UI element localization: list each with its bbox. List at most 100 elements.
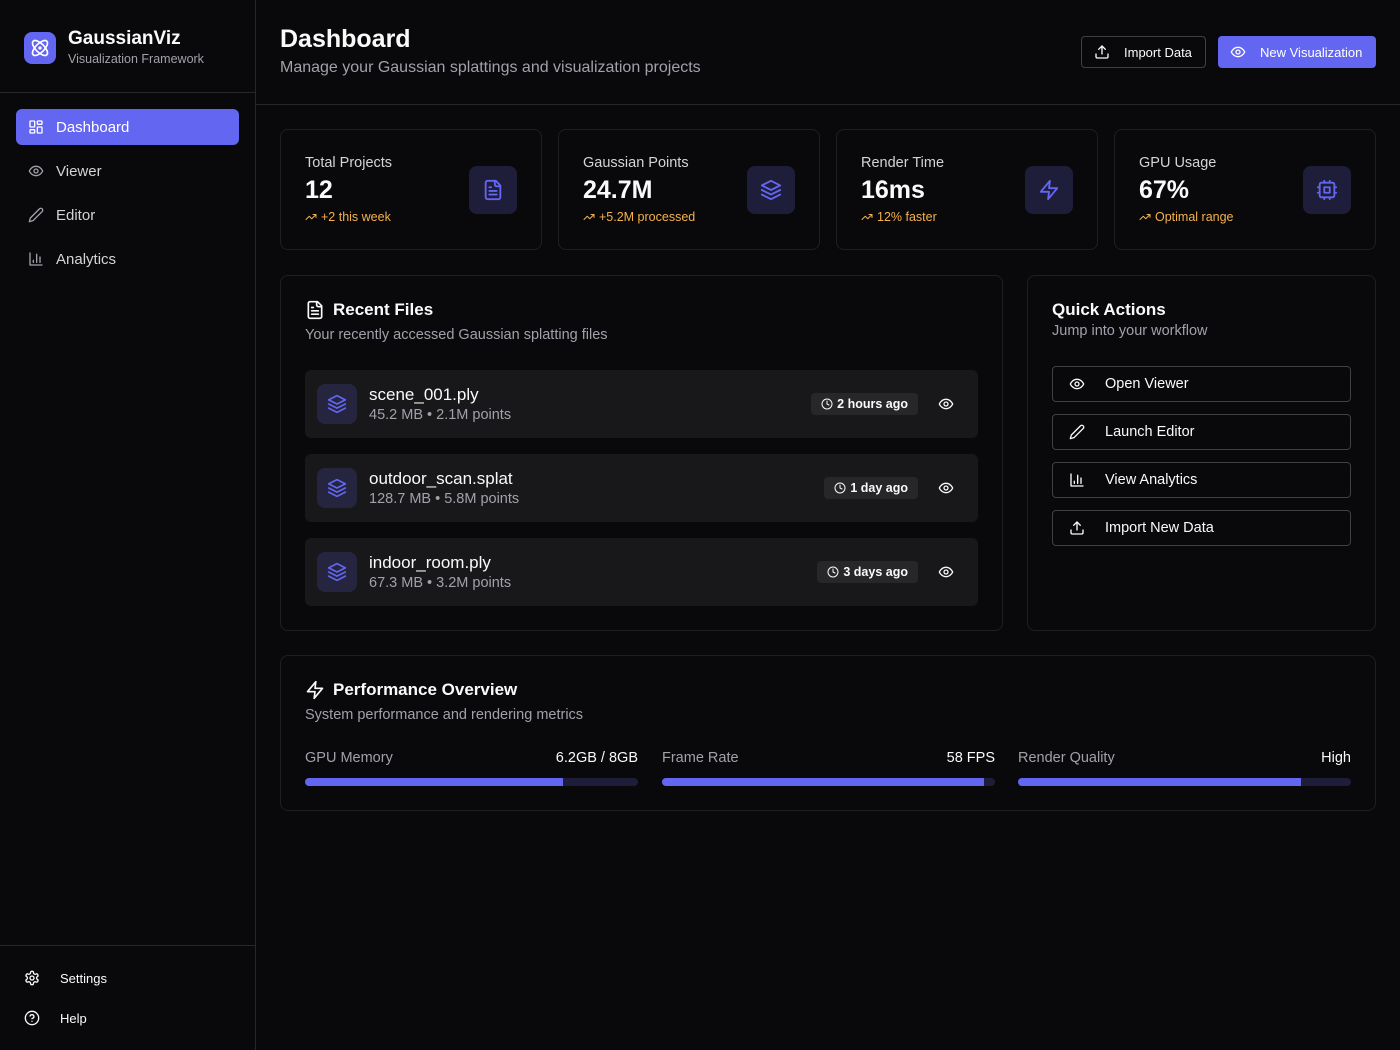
metric-label: Render Quality bbox=[1018, 750, 1115, 766]
sidebar-item-label: Viewer bbox=[56, 162, 102, 180]
time-badge-text: 1 day ago bbox=[850, 481, 908, 495]
progress-fill bbox=[305, 778, 564, 786]
brand-name: GaussianViz bbox=[68, 28, 181, 49]
settings-label: Settings bbox=[60, 970, 107, 986]
upload-icon bbox=[1094, 44, 1110, 60]
brand-subtitle: Visualization Framework bbox=[68, 52, 204, 66]
sidebar: GaussianViz Visualization Framework Dash… bbox=[0, 0, 256, 1050]
stat-value: 12 bbox=[305, 176, 333, 204]
file-meta: 45.2 MB • 2.1M points bbox=[369, 407, 512, 423]
progress-track bbox=[1018, 778, 1351, 786]
metric-value: 58 FPS bbox=[946, 750, 995, 766]
eye-icon bbox=[1230, 44, 1246, 60]
sidebar-divider bbox=[0, 945, 255, 946]
performance-title: Performance Overview bbox=[305, 680, 517, 700]
trending-up-icon bbox=[861, 211, 873, 223]
time-badge-text: 3 days ago bbox=[843, 565, 908, 579]
file-name: outdoor_scan.splat bbox=[369, 469, 513, 488]
sidebar-item-label: Analytics bbox=[56, 250, 117, 268]
progress-fill bbox=[662, 778, 984, 786]
layers-icon bbox=[317, 384, 357, 424]
stat-trend-text: +5.2M processed bbox=[599, 210, 696, 224]
view-file-button[interactable] bbox=[936, 562, 956, 582]
view-file-button[interactable] bbox=[936, 394, 956, 414]
metric-label: Frame Rate bbox=[662, 750, 739, 766]
view-file-button[interactable] bbox=[936, 478, 956, 498]
layers-icon bbox=[317, 468, 357, 508]
performance-title-text: Performance Overview bbox=[333, 680, 518, 699]
gear-icon bbox=[24, 970, 40, 986]
time-badge: 2 hours ago bbox=[811, 393, 918, 415]
launch-editor-label: Launch Editor bbox=[1105, 424, 1195, 440]
eye-icon bbox=[938, 396, 954, 412]
new-visualization-label: New Visualization bbox=[1260, 44, 1363, 60]
performance-panel: Performance Overview System performance … bbox=[280, 655, 1376, 811]
time-badge: 1 day ago bbox=[824, 477, 918, 499]
recent-files-panel: Recent Files Your recently accessed Gaus… bbox=[280, 275, 1003, 631]
file-text-icon bbox=[469, 166, 517, 214]
stat-card-total-projects: Total Projects 12 +2 this week bbox=[280, 129, 542, 250]
help-label: Help bbox=[60, 1010, 87, 1026]
cpu-icon bbox=[1303, 166, 1351, 214]
open-viewer-label: Open Viewer bbox=[1105, 376, 1189, 392]
metric-value: High bbox=[1321, 750, 1351, 766]
sidebar-item-label: Dashboard bbox=[56, 118, 130, 136]
trending-up-icon bbox=[1139, 211, 1151, 223]
view-analytics-button[interactable]: View Analytics bbox=[1052, 462, 1351, 498]
sidebar-item-analytics[interactable]: Analytics bbox=[16, 241, 239, 277]
dashboard-grid-icon bbox=[28, 119, 44, 135]
quick-actions-title: Quick Actions bbox=[1052, 300, 1166, 319]
stat-card-gaussian-points: Gaussian Points 24.7M +5.2M processed bbox=[558, 129, 820, 250]
import-data-label: Import Data bbox=[1124, 44, 1192, 60]
view-analytics-label: View Analytics bbox=[1105, 472, 1198, 488]
stat-card-gpu-usage: GPU Usage 67% Optimal range bbox=[1114, 129, 1376, 250]
sidebar-nav: Dashboard Viewer Editor Analytics bbox=[16, 109, 239, 285]
import-new-data-button[interactable]: Import New Data bbox=[1052, 510, 1351, 546]
stat-trend: 12% faster bbox=[861, 210, 937, 224]
sidebar-item-viewer[interactable]: Viewer bbox=[16, 153, 239, 189]
pencil-icon bbox=[28, 207, 44, 223]
progress-fill bbox=[1018, 778, 1302, 786]
recent-files-subtitle: Your recently accessed Gaussian splattin… bbox=[305, 327, 608, 343]
page-header: Dashboard Manage your Gaussian splatting… bbox=[256, 0, 1400, 105]
quick-actions-panel: Quick Actions Jump into your workflow Op… bbox=[1027, 275, 1376, 631]
clock-icon bbox=[821, 398, 833, 410]
atom-logo-icon bbox=[24, 32, 56, 64]
stat-value: 24.7M bbox=[583, 176, 653, 204]
import-data-button[interactable]: Import Data bbox=[1081, 36, 1206, 68]
clock-icon bbox=[827, 566, 839, 578]
pencil-icon bbox=[1069, 424, 1085, 440]
settings-link[interactable]: Settings bbox=[24, 962, 107, 994]
file-name: indoor_room.ply bbox=[369, 553, 491, 572]
lightning-icon bbox=[305, 680, 325, 700]
layers-icon bbox=[747, 166, 795, 214]
new-visualization-button[interactable]: New Visualization bbox=[1218, 36, 1376, 68]
quick-actions-subtitle: Jump into your workflow bbox=[1052, 323, 1208, 339]
stat-trend: +2 this week bbox=[305, 210, 391, 224]
open-viewer-button[interactable]: Open Viewer bbox=[1052, 366, 1351, 402]
metric-label: GPU Memory bbox=[305, 750, 393, 766]
eye-icon bbox=[28, 163, 44, 179]
file-meta: 67.3 MB • 3.2M points bbox=[369, 575, 512, 591]
progress-track bbox=[662, 778, 995, 786]
stat-label: Gaussian Points bbox=[583, 155, 689, 171]
file-row[interactable]: scene_001.ply 45.2 MB • 2.1M points 2 ho… bbox=[305, 370, 978, 438]
help-circle-icon bbox=[24, 1010, 40, 1026]
progress-track bbox=[305, 778, 638, 786]
trending-up-icon bbox=[583, 211, 595, 223]
sidebar-divider bbox=[0, 92, 255, 93]
page-title: Dashboard bbox=[280, 25, 411, 53]
stat-trend: Optimal range bbox=[1139, 210, 1234, 224]
stat-trend-text: Optimal range bbox=[1155, 210, 1234, 224]
sidebar-item-dashboard[interactable]: Dashboard bbox=[16, 109, 239, 145]
stat-label: Render Time bbox=[861, 155, 945, 171]
file-row[interactable]: indoor_room.ply 67.3 MB • 3.2M points 3 … bbox=[305, 538, 978, 606]
stat-label: GPU Usage bbox=[1139, 155, 1217, 171]
stat-trend: +5.2M processed bbox=[583, 210, 695, 224]
sidebar-item-editor[interactable]: Editor bbox=[16, 197, 239, 233]
help-link[interactable]: Help bbox=[24, 1002, 107, 1034]
file-row[interactable]: outdoor_scan.splat 128.7 MB • 5.8M point… bbox=[305, 454, 978, 522]
stat-trend-text: 12% faster bbox=[877, 210, 937, 224]
launch-editor-button[interactable]: Launch Editor bbox=[1052, 414, 1351, 450]
brand[interactable]: GaussianViz Visualization Framework bbox=[24, 28, 204, 68]
